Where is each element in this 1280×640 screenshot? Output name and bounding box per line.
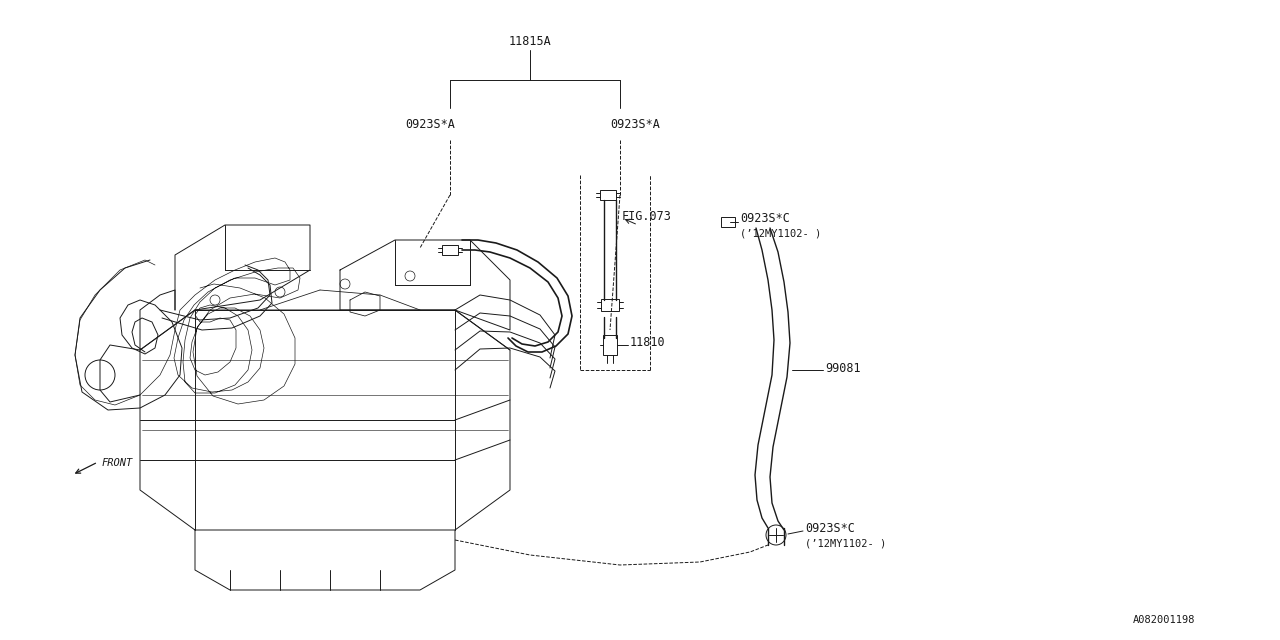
Text: FIG.073: FIG.073 (622, 210, 672, 223)
Text: 0923S*C: 0923S*C (740, 211, 790, 225)
Text: FRONT: FRONT (102, 458, 133, 468)
Text: 0923S*C: 0923S*C (805, 522, 855, 534)
Text: A082001198: A082001198 (1133, 615, 1196, 625)
Bar (600, 190, 616, 200)
Text: (’12MY1102- ): (’12MY1102- ) (740, 229, 822, 239)
Text: (’12MY1102- ): (’12MY1102- ) (805, 539, 886, 549)
Text: 11815A: 11815A (508, 35, 552, 48)
Text: 0923S*A: 0923S*A (611, 118, 660, 131)
Bar (721, 217, 735, 227)
Bar (603, 335, 617, 355)
Text: 11810: 11810 (630, 335, 666, 349)
Text: 99081: 99081 (826, 362, 860, 374)
Bar (602, 299, 620, 311)
Bar (442, 245, 458, 255)
Text: 0923S*A: 0923S*A (404, 118, 454, 131)
